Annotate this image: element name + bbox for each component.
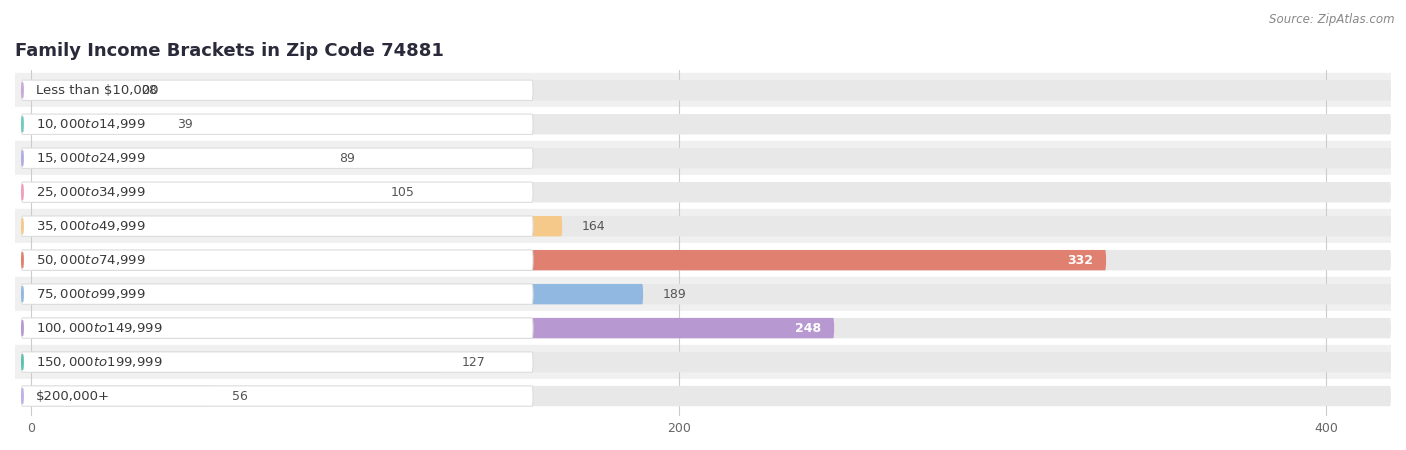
Text: 164: 164 (582, 220, 605, 233)
Circle shape (21, 184, 22, 200)
Circle shape (21, 287, 22, 302)
Text: $25,000 to $34,999: $25,000 to $34,999 (37, 185, 146, 199)
Circle shape (21, 388, 22, 404)
Bar (15, 107, 1391, 141)
Text: 248: 248 (794, 322, 821, 335)
FancyBboxPatch shape (21, 284, 533, 304)
Text: $50,000 to $74,999: $50,000 to $74,999 (37, 253, 146, 267)
FancyBboxPatch shape (21, 114, 533, 135)
FancyBboxPatch shape (31, 114, 157, 135)
Bar (15, 345, 1391, 379)
FancyBboxPatch shape (31, 216, 1391, 236)
Text: $10,000 to $14,999: $10,000 to $14,999 (37, 117, 146, 131)
Text: Family Income Brackets in Zip Code 74881: Family Income Brackets in Zip Code 74881 (15, 42, 444, 60)
Bar (15, 379, 1391, 413)
Bar (15, 277, 1391, 311)
Text: $200,000+: $200,000+ (37, 390, 110, 403)
Circle shape (21, 219, 22, 234)
Bar (15, 141, 1391, 175)
FancyBboxPatch shape (31, 80, 1391, 100)
FancyBboxPatch shape (31, 182, 1391, 202)
Text: 56: 56 (232, 390, 247, 403)
Text: 39: 39 (177, 118, 193, 131)
FancyBboxPatch shape (31, 352, 1391, 372)
FancyBboxPatch shape (21, 182, 533, 202)
FancyBboxPatch shape (21, 318, 533, 338)
Circle shape (21, 355, 22, 370)
Text: 89: 89 (339, 152, 354, 165)
FancyBboxPatch shape (31, 284, 1391, 304)
FancyBboxPatch shape (31, 386, 212, 406)
Text: $150,000 to $199,999: $150,000 to $199,999 (37, 355, 163, 369)
FancyBboxPatch shape (21, 250, 533, 270)
Text: Less than $10,000: Less than $10,000 (37, 84, 159, 97)
FancyBboxPatch shape (31, 284, 643, 304)
FancyBboxPatch shape (31, 182, 371, 202)
FancyBboxPatch shape (21, 148, 533, 168)
FancyBboxPatch shape (21, 216, 533, 236)
Circle shape (21, 117, 22, 132)
FancyBboxPatch shape (31, 318, 1391, 338)
Bar (15, 209, 1391, 243)
Bar (15, 243, 1391, 277)
FancyBboxPatch shape (31, 250, 1391, 270)
Text: $35,000 to $49,999: $35,000 to $49,999 (37, 219, 146, 233)
Text: $100,000 to $149,999: $100,000 to $149,999 (37, 321, 163, 335)
FancyBboxPatch shape (31, 148, 319, 168)
FancyBboxPatch shape (31, 148, 1391, 168)
FancyBboxPatch shape (31, 80, 122, 100)
FancyBboxPatch shape (21, 80, 533, 100)
Circle shape (21, 320, 22, 336)
Bar (15, 175, 1391, 209)
Circle shape (21, 151, 22, 166)
FancyBboxPatch shape (31, 114, 1391, 135)
Text: $75,000 to $99,999: $75,000 to $99,999 (37, 287, 146, 301)
Text: 28: 28 (141, 84, 157, 97)
Text: Source: ZipAtlas.com: Source: ZipAtlas.com (1270, 14, 1395, 27)
FancyBboxPatch shape (31, 352, 443, 372)
Circle shape (21, 83, 22, 98)
FancyBboxPatch shape (31, 318, 834, 338)
Bar (15, 311, 1391, 345)
FancyBboxPatch shape (21, 386, 533, 406)
FancyBboxPatch shape (31, 216, 562, 236)
Bar (15, 73, 1391, 107)
Text: 105: 105 (391, 186, 415, 199)
FancyBboxPatch shape (31, 386, 1391, 406)
Text: $15,000 to $24,999: $15,000 to $24,999 (37, 151, 146, 165)
Text: 127: 127 (461, 356, 485, 369)
Text: 332: 332 (1067, 254, 1092, 267)
Circle shape (21, 252, 22, 268)
Text: 189: 189 (662, 288, 686, 301)
FancyBboxPatch shape (31, 250, 1107, 270)
FancyBboxPatch shape (21, 352, 533, 372)
